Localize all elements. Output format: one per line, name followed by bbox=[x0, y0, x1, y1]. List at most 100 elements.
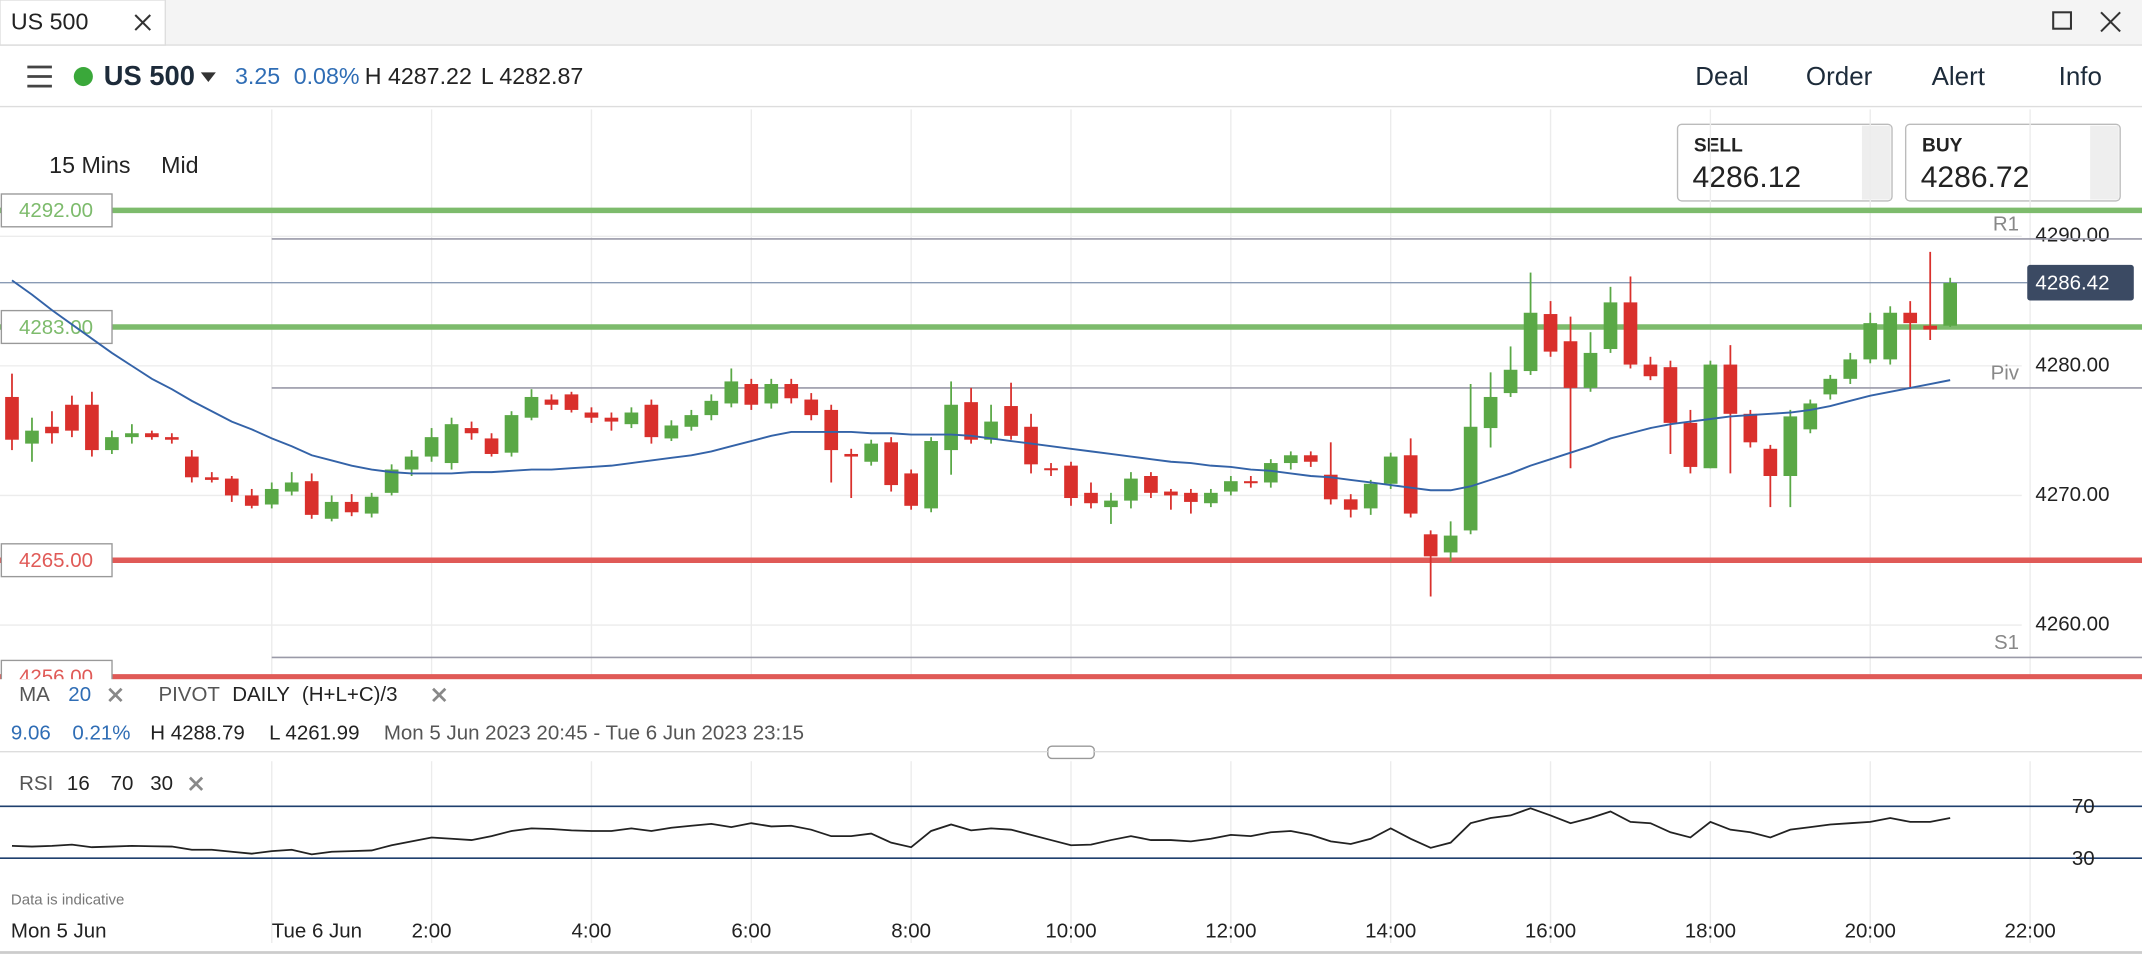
close[interactable] bbox=[2100, 11, 2121, 33]
ma-line bbox=[11, 279, 1951, 492]
candle-body bbox=[804, 399, 819, 416]
candle-body bbox=[1783, 416, 1798, 477]
level-label: 4283.00 bbox=[19, 316, 93, 339]
level-tag[interactable] bbox=[0, 309, 113, 345]
menu-deal[interactable]: Deal bbox=[1695, 61, 1748, 91]
candle-body bbox=[744, 384, 759, 405]
x-tick-label: 20:00 bbox=[1845, 919, 1896, 942]
pivot-formula[interactable]: (H+L+C)/3 bbox=[302, 683, 398, 706]
candle-body bbox=[1903, 312, 1918, 324]
candle-body bbox=[504, 415, 519, 453]
x-tick-label: 8:00 bbox=[891, 919, 931, 942]
candle-body bbox=[1104, 500, 1118, 508]
candle-body bbox=[624, 412, 639, 425]
candle-body bbox=[364, 496, 379, 514]
candle-body bbox=[664, 425, 679, 439]
candle-body bbox=[184, 456, 199, 478]
candle-body bbox=[304, 481, 319, 515]
level-tag[interactable] bbox=[0, 193, 113, 228]
candle-body bbox=[644, 404, 659, 438]
candle-body bbox=[784, 384, 799, 399]
candle-body bbox=[484, 438, 499, 454]
maximize[interactable] bbox=[2052, 11, 2072, 30]
candle-body bbox=[65, 404, 79, 431]
buy-price: 4286.72 bbox=[1921, 161, 2030, 194]
candle-body bbox=[904, 473, 918, 506]
pivot-period[interactable]: DAILY bbox=[232, 683, 290, 706]
y-tick-label: 4280.00 bbox=[2035, 353, 2109, 376]
candle-body bbox=[1663, 367, 1678, 423]
candle-body bbox=[1723, 364, 1738, 414]
candle-body bbox=[1343, 499, 1358, 510]
candle-body bbox=[1024, 426, 1038, 465]
menu-order[interactable]: Order bbox=[1806, 61, 1873, 91]
menu-alert[interactable]: Alert bbox=[1932, 61, 1986, 91]
candle-body bbox=[1863, 323, 1878, 360]
dropdown[interactable] bbox=[200, 72, 216, 82]
remove-ma[interactable] bbox=[108, 687, 123, 703]
candle-body bbox=[1823, 378, 1838, 395]
rsi-period[interactable]: 16 bbox=[67, 772, 90, 795]
candle-body bbox=[1743, 413, 1758, 443]
candle-body bbox=[264, 488, 279, 505]
resize-handle[interactable] bbox=[1047, 745, 1095, 760]
candle-body bbox=[1583, 352, 1598, 388]
candle-body bbox=[384, 469, 399, 493]
candle-body bbox=[344, 501, 359, 513]
buy-box[interactable]: BUY 4286.72 bbox=[1904, 123, 2121, 202]
candle-body bbox=[864, 443, 879, 462]
menu-info[interactable]: Info bbox=[2059, 61, 2102, 91]
y-tick-label: 4270.00 bbox=[2035, 483, 2109, 506]
remove-rsi[interactable] bbox=[188, 776, 204, 791]
candle-body bbox=[1044, 468, 1058, 471]
instrument[interactable]: US 500 bbox=[104, 60, 195, 91]
candle-body bbox=[45, 426, 59, 434]
candle-body bbox=[1683, 422, 1698, 467]
candle-body bbox=[1763, 448, 1778, 477]
rsi-lower[interactable]: 30 bbox=[150, 772, 173, 795]
ma-period[interactable]: 20 bbox=[68, 683, 91, 706]
last-price-label: 4286.42 bbox=[2035, 271, 2109, 294]
y-tick-label: 4260.00 bbox=[2035, 612, 2109, 635]
candle-body bbox=[584, 412, 599, 418]
menu-icon[interactable] bbox=[27, 65, 52, 88]
candle-body bbox=[1703, 364, 1718, 469]
rsi-chart: 70 30 bbox=[0, 795, 2142, 870]
tab-close[interactable] bbox=[134, 14, 151, 31]
y-tick-label: 70 bbox=[2072, 795, 2095, 818]
candle-body bbox=[704, 400, 719, 416]
tab[interactable] bbox=[0, 0, 166, 46]
candle-body bbox=[1403, 455, 1418, 514]
candle-body bbox=[1423, 534, 1438, 557]
price-type[interactable]: Mid bbox=[161, 152, 198, 178]
remove-pivot[interactable] bbox=[432, 687, 447, 703]
pivot-label: PIVOT bbox=[158, 683, 220, 706]
x-tick-label: 16:00 bbox=[1525, 919, 1576, 942]
candle-body bbox=[284, 482, 299, 492]
candle-body bbox=[1923, 325, 1938, 330]
candle-body bbox=[1803, 403, 1818, 430]
candle-body bbox=[944, 404, 958, 451]
sell-price: 4286.12 bbox=[1693, 161, 1802, 194]
timeframe[interactable]: 15 Mins bbox=[49, 152, 130, 178]
change-pct: 0.08% bbox=[294, 63, 360, 89]
level-label: 4292.00 bbox=[19, 199, 93, 222]
rsi-line bbox=[11, 807, 1951, 856]
chart-area: 4260.00 4270.00 4280.00 4290.00 R1 Piv S1 4292.… bbox=[0, 109, 2142, 943]
x-tick-label: 10:00 bbox=[1045, 919, 1096, 942]
candle-body bbox=[1463, 426, 1478, 531]
candle-body bbox=[1523, 312, 1538, 372]
candle-body bbox=[145, 433, 159, 438]
candle-body bbox=[524, 396, 539, 418]
period-low: L 4261.99 bbox=[269, 721, 359, 744]
candle-body bbox=[1224, 481, 1238, 492]
rsi-upper[interactable]: 70 bbox=[111, 772, 134, 795]
candle-body bbox=[224, 478, 239, 496]
status-dot bbox=[73, 66, 93, 87]
date-bg bbox=[0, 915, 130, 949]
sell-box[interactable]: SELL 4286.12 bbox=[1676, 123, 1893, 202]
pivot-label: Piv bbox=[1991, 362, 2020, 385]
level-tag[interactable] bbox=[0, 543, 113, 578]
candle-body bbox=[444, 424, 459, 464]
